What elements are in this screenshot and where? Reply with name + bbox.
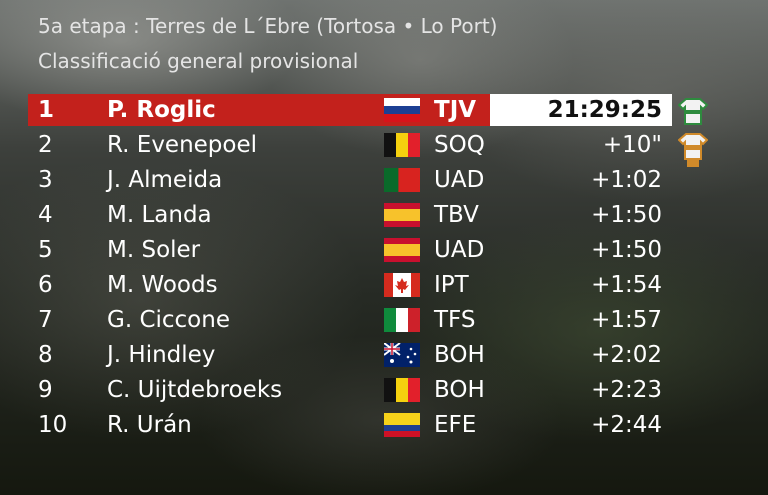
team-code: TFS [434,306,476,333]
rank: 8 [38,341,53,368]
classification-subtitle: Classificació general provisional [38,49,359,73]
standings-row: 10 R. Urán EFE +2:44 [28,407,728,442]
rank: 5 [38,236,53,263]
country-flag [384,343,420,367]
country-flag [384,168,420,192]
stage-title: 5a etapa : Terres de L´Ebre (Tortosa • L… [38,14,498,38]
time-gap: +2:02 [591,341,662,368]
time-gap: +1:54 [591,271,662,298]
standings-row: 8 J. Hindley BOH +2:02 [28,337,728,372]
rank: 3 [38,166,53,193]
rank: 4 [38,201,53,228]
rider-name: R. Evenepoel [107,131,258,158]
rider-name: R. Urán [107,411,192,438]
rank: 6 [38,271,53,298]
rank: 7 [38,306,53,333]
team-code: UAD [434,166,485,193]
rider-name: C. Uijtdebroeks [107,376,283,403]
rider-name: M. Landa [107,201,212,228]
time-gap: +10" [602,131,662,158]
rider-name: M. Soler [107,236,201,263]
time-gap: +2:23 [591,376,662,403]
team-code: TBV [434,201,479,228]
country-flag [384,203,420,227]
rider-name: J. Almeida [107,166,223,193]
standings-row: 4 M. Landa TBV +1:50 [28,197,728,232]
leader-bar [28,94,490,126]
team-code: UAD [434,236,485,263]
leader-time-box [490,94,672,126]
jersey-icon [678,133,708,167]
country-flag [384,98,420,122]
time-gap: +1:50 [591,236,662,263]
country-flag [384,238,420,262]
rank: 10 [38,411,68,438]
rank: 9 [38,376,53,403]
rider-name: G. Ciccone [107,306,230,333]
standings-row: 3 J. Almeida UAD +1:02 [28,162,728,197]
team-code: SOQ [434,131,485,158]
time-gap: +1:02 [591,166,662,193]
rider-name: M. Woods [107,271,218,298]
standings-row: 2 R. Evenepoel SOQ +10" [28,127,728,162]
team-code: IPT [434,271,469,298]
time-gap: +1:57 [591,306,662,333]
team-code: EFE [434,411,477,438]
country-flag [384,308,420,332]
team-code: BOH [434,341,485,368]
jersey-icon [678,98,708,125]
team-code: BOH [434,376,485,403]
rider-name: P. Roglic [107,96,216,123]
standings-row: 9 C. Uijtdebroeks BOH +2:23 [28,372,728,407]
time-gap: 21:29:25 [547,96,662,123]
rider-name: J. Hindley [107,341,216,368]
standings-row: 5 M. Soler UAD +1:50 [28,232,728,267]
rank: 2 [38,131,53,158]
time-gap: +1:50 [591,201,662,228]
rank: 1 [38,96,55,123]
standings-row: 6 M. Woods IPT +1:54 [28,267,728,302]
country-flag [384,133,420,157]
country-flag [384,378,420,402]
country-flag [384,413,420,437]
standings-row: 1 P. Roglic TJV 21:29:25 [28,92,728,127]
time-gap: +2:44 [591,411,662,438]
team-code: TJV [434,96,477,123]
standings-row: 7 G. Ciccone TFS +1:57 [28,302,728,337]
country-flag [384,273,420,297]
